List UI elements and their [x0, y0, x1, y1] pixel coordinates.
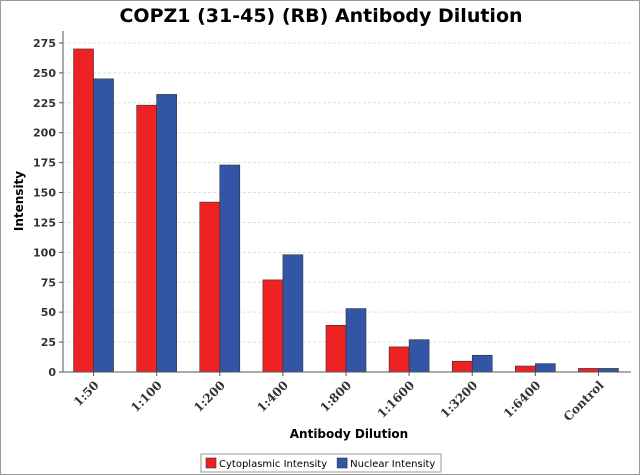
bar-cytoplasmic-control — [578, 368, 599, 373]
x-tick-label: 1:3200 — [438, 378, 481, 421]
bars — [73, 48, 619, 373]
bar-cytoplasmic-1-6400 — [515, 365, 536, 373]
legend-swatch — [336, 457, 348, 469]
legend-label: Nuclear Intensity — [350, 459, 435, 470]
y-tick-label: 225 — [33, 97, 56, 110]
bar-cytoplasmic-1-1600 — [388, 346, 410, 373]
bar-cytoplasmic-1-3200 — [451, 360, 473, 373]
x-tick-label: 1:6400 — [501, 378, 544, 421]
x-tick-label: Control — [561, 378, 607, 424]
y-tick-label: 125 — [33, 216, 56, 229]
y-axis-label: Intensity — [12, 171, 26, 231]
bar-cytoplasmic-1-400 — [262, 279, 284, 373]
x-tick-label: 1:100 — [128, 378, 165, 415]
bar-nuclear-1-800 — [345, 308, 367, 373]
y-tick-label: 0 — [48, 366, 56, 379]
x-tick-label: 1:1600 — [375, 378, 418, 421]
legend: Cytoplasmic Intensity Nuclear Intensity — [200, 453, 442, 473]
bar-nuclear-1-6400 — [535, 363, 556, 373]
x-tick-label: 1:800 — [317, 378, 354, 415]
bar-nuclear-1-200 — [219, 164, 241, 373]
y-tick-label: 175 — [33, 157, 56, 170]
bar-nuclear-1-100 — [156, 94, 177, 373]
y-axis-ticks: 0 25 50 75 100 125 150 175 200 225 250 275 — [33, 37, 63, 379]
y-tick-label: 200 — [33, 127, 56, 140]
legend-box — [200, 453, 442, 473]
y-tick-label: 25 — [41, 336, 56, 349]
legend-swatch — [205, 457, 217, 469]
x-axis-label: Antibody Dilution — [290, 427, 408, 441]
y-tick-label: 75 — [41, 276, 56, 289]
bar-cytoplasmic-1-100 — [136, 104, 157, 373]
bar-nuclear-control — [598, 368, 619, 373]
y-tick-label: 100 — [33, 246, 56, 259]
y-tick-label: 275 — [33, 37, 56, 50]
y-tick-label: 50 — [41, 306, 57, 319]
bar-nuclear-1-50 — [93, 78, 114, 373]
x-tick-label: 1:400 — [254, 378, 291, 415]
x-axis-ticks: 1:50 1:100 1:200 1:400 1:800 1:1600 1:3200 1:64… — [71, 372, 607, 424]
x-tick-label: 1:200 — [191, 378, 228, 415]
bar-nuclear-1-400 — [282, 254, 304, 373]
legend-label: Cytoplasmic Intensity — [219, 459, 327, 470]
bar-cytoplasmic-1-200 — [199, 201, 221, 373]
y-tick-label: 250 — [33, 67, 56, 80]
x-tick-label: 1:50 — [71, 378, 102, 409]
bar-cytoplasmic-1-800 — [325, 325, 347, 373]
axes — [62, 31, 631, 373]
chart-title: COPZ1 (31-45) (RB) Antibody Dilution — [119, 5, 522, 27]
bar-nuclear-1-1600 — [408, 339, 430, 373]
y-tick-label: 150 — [33, 187, 56, 200]
bar-cytoplasmic-1-50 — [73, 48, 94, 373]
bar-nuclear-1-3200 — [471, 354, 493, 373]
